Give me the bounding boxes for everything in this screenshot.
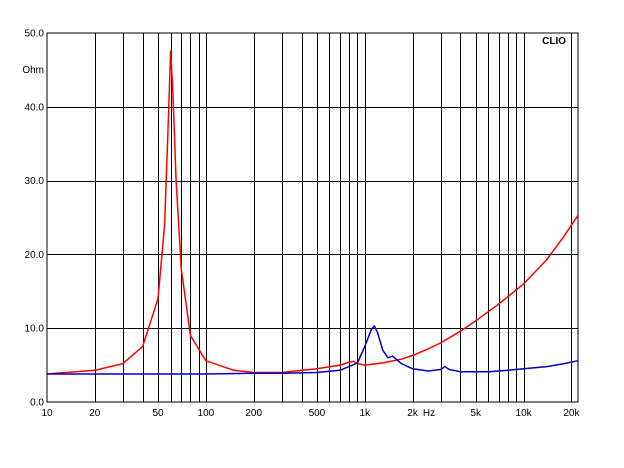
x-tick-label: 20k (563, 408, 580, 419)
y-tick-label: 20.0 (25, 250, 45, 261)
brand-label: CLIO (542, 36, 566, 47)
x-tick-label: 2k (407, 408, 419, 419)
y-tick-label: 40.0 (25, 102, 45, 113)
series-line-1 (46, 50, 579, 375)
y-tick-label: 10.0 (25, 324, 45, 335)
y-tick-label: 50.0 (25, 29, 45, 40)
series-group (46, 50, 579, 375)
y-tick-labels: 50.0 40.0 30.0 20.0 10.0 0.0 (25, 29, 45, 409)
x-tick-label: 10k (516, 408, 533, 419)
grid (47, 33, 578, 402)
x-tick-label: 10 (41, 408, 53, 419)
x-tick-label: 1k (359, 408, 371, 419)
x-tick-label: 200 (245, 408, 262, 419)
x-unit-label: Hz (423, 408, 435, 419)
y-unit-label: Ohm (22, 65, 44, 76)
series-line-2 (47, 325, 579, 375)
y-tick-label: 30.0 (25, 176, 45, 187)
x-tick-labels: 10 20 50 100 200 500 1k 2k 5k 10k 20k (41, 408, 580, 419)
x-tick-label: 20 (89, 408, 101, 419)
x-tick-label: 50 (152, 408, 164, 419)
x-tick-label: 5k (470, 408, 482, 419)
x-tick-label: 100 (198, 408, 215, 419)
y-tick-label: 0.0 (30, 398, 44, 409)
x-tick-label: 500 (309, 408, 326, 419)
plot-frame (46, 32, 579, 403)
